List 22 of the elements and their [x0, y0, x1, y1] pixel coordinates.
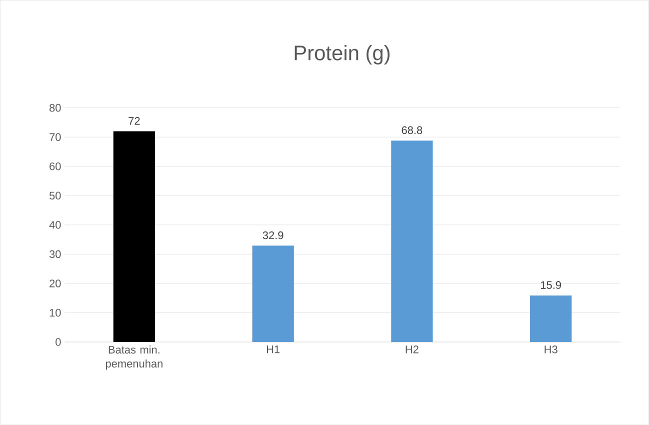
- y-tick-label: 10: [50, 308, 61, 317]
- y-tick-label: 30: [49, 250, 61, 258]
- y-tick-label: 20: [50, 280, 61, 288]
- x-tick-label: H1: [266, 346, 280, 354]
- x-tick-label: H2: [406, 346, 418, 354]
- bar: [530, 296, 572, 342]
- y-tick-label: 70: [50, 133, 61, 142]
- bar: [391, 140, 433, 342]
- y-tick-label: 80: [50, 104, 61, 112]
- data-label: 72: [128, 117, 140, 125]
- y-tick-label: 40: [49, 221, 61, 229]
- data-label: 15.9: [540, 281, 561, 290]
- y-tick-label: 50: [49, 192, 61, 200]
- y-tick-label: 60: [50, 162, 61, 170]
- x-tick-label: H3: [544, 346, 558, 354]
- x-tick-label: Batas min. pemenuhan: [106, 346, 162, 370]
- data-label: 68.8: [402, 126, 422, 134]
- chart-title: Protein (g): [294, 45, 390, 65]
- bar: [252, 246, 294, 342]
- y-tick-label: 0: [56, 338, 61, 346]
- data-label: 32.9: [262, 232, 284, 240]
- bar: [113, 131, 156, 342]
